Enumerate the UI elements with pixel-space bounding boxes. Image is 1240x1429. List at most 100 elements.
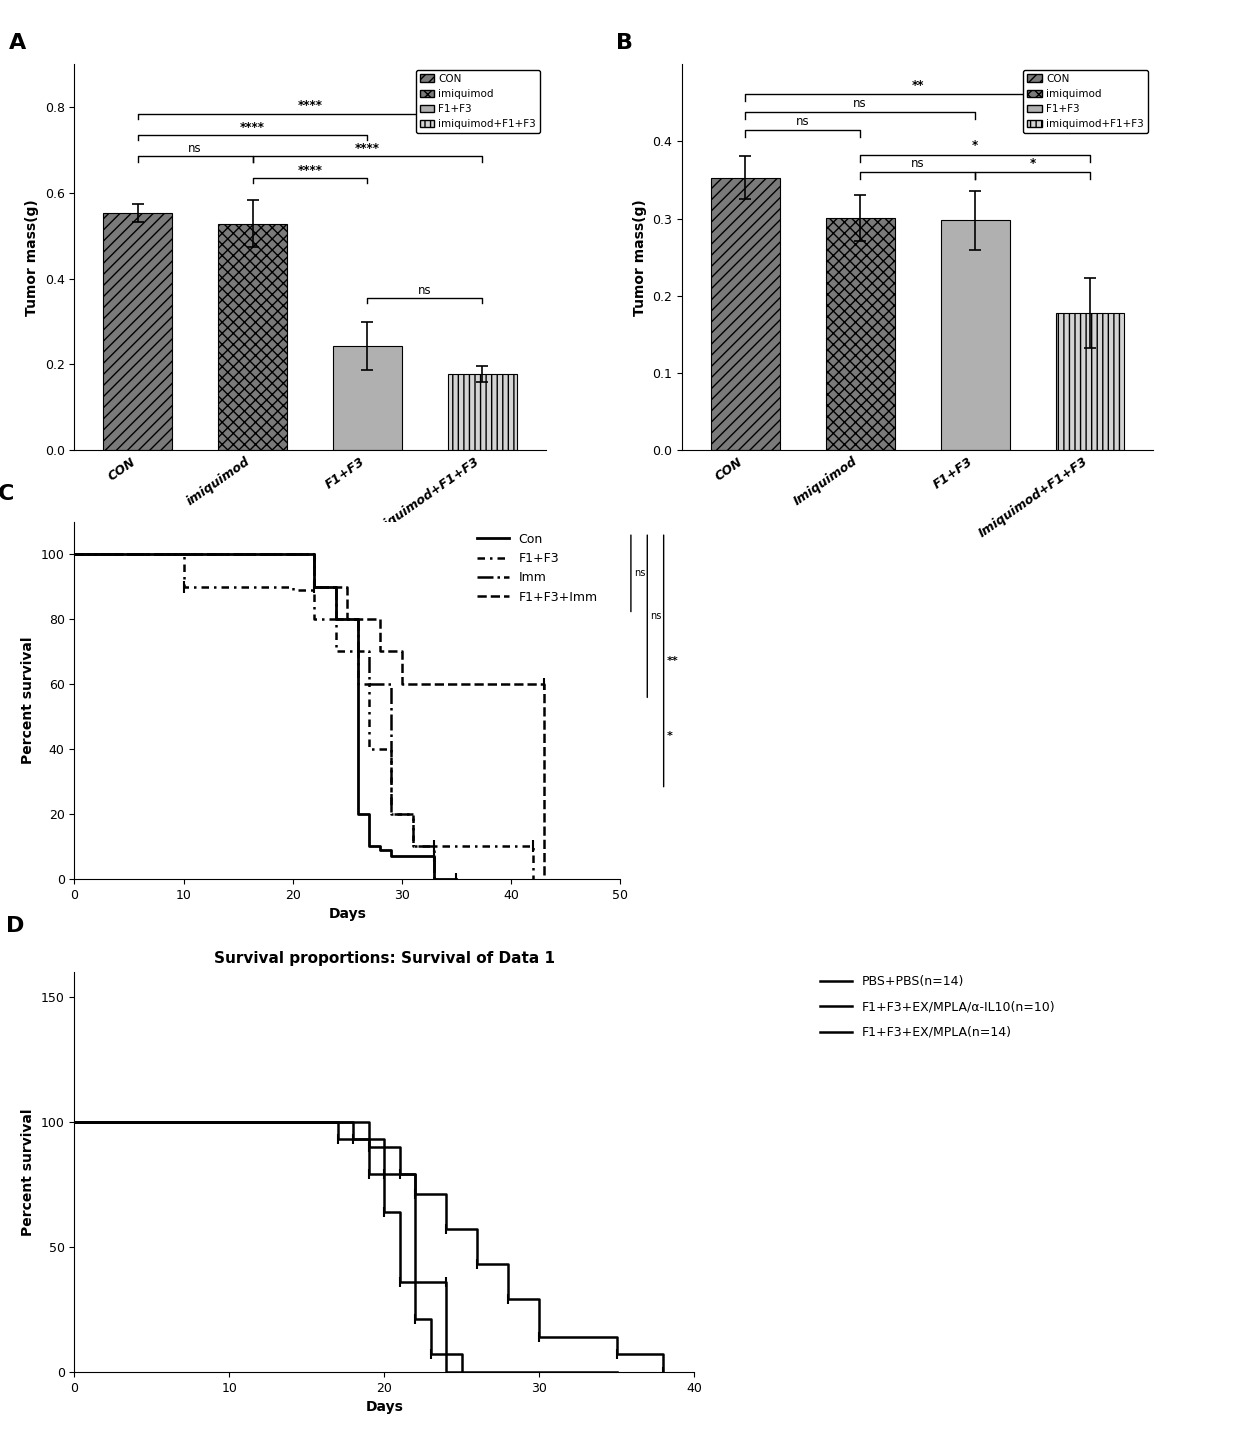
F1+F3 [308, 610, 322, 627]
F1+F3 [67, 546, 82, 563]
F1+F3 [383, 806, 398, 823]
F1+F3+EX/MPLA(n=14) [610, 1329, 625, 1346]
F1+F3+Imm [67, 546, 82, 563]
F1+F3+EX/MPLA/α-IL10(n=10) [392, 1166, 407, 1183]
F1+F3 [362, 676, 377, 693]
F1+F3+EX/MPLA(n=14) [501, 1256, 516, 1273]
Imm [383, 676, 398, 693]
Imm [308, 546, 322, 563]
Text: D: D [6, 916, 25, 936]
Text: A: A [9, 33, 26, 53]
Text: ****: **** [241, 121, 265, 134]
Con [362, 806, 377, 823]
F1+F3+EX/MPLA(n=14) [408, 1186, 423, 1203]
F1+F3+EX/MPLA(n=14) [610, 1346, 625, 1363]
Bar [1055, 313, 1125, 450]
F1+F3+EX/MPLA(n=14) [470, 1256, 485, 1273]
Con [308, 546, 322, 563]
Text: B: B [616, 33, 634, 53]
Imm [405, 837, 420, 855]
Imm [383, 806, 398, 823]
Bar [334, 346, 402, 450]
Imm [67, 546, 82, 563]
PBS+PBS(n=14) [377, 1203, 392, 1220]
PBS+PBS(n=14) [330, 1113, 345, 1130]
F1+F3 [526, 870, 541, 887]
Text: ns: ns [853, 97, 867, 110]
Imm [405, 806, 420, 823]
F1+F3+Imm [340, 610, 355, 627]
F1+F3+Imm [308, 577, 322, 594]
Text: ns: ns [188, 143, 202, 156]
Con [372, 842, 387, 859]
F1+F3+EX/MPLA/α-IL10(n=10) [439, 1363, 454, 1380]
Y-axis label: Tumor mass(g): Tumor mass(g) [25, 199, 40, 316]
Bar [448, 374, 517, 450]
Text: ns: ns [911, 157, 924, 170]
Con [67, 546, 82, 563]
Text: ****: **** [355, 143, 379, 156]
Imm [427, 870, 441, 887]
Bar [103, 213, 172, 450]
F1+F3+Imm [308, 546, 322, 563]
Con [383, 842, 398, 859]
F1+F3 [285, 582, 300, 599]
F1+F3+EX/MPLA/α-IL10(n=10) [408, 1166, 423, 1183]
Con [362, 837, 377, 855]
F1+F3+EX/MPLA(n=14) [377, 1166, 392, 1183]
Y-axis label: Percent survival: Percent survival [21, 1107, 35, 1236]
Line: F1+F3+EX/MPLA/α-IL10(n=10): F1+F3+EX/MPLA/α-IL10(n=10) [74, 1122, 618, 1372]
Con [329, 577, 343, 594]
Text: *: * [972, 139, 978, 153]
Con [427, 870, 441, 887]
Imm [427, 837, 441, 855]
Con [329, 610, 343, 627]
F1+F3+EX/MPLA(n=14) [470, 1220, 485, 1238]
Con [308, 577, 322, 594]
Imm [362, 643, 377, 660]
F1+F3+EX/MPLA/α-IL10(n=10) [408, 1273, 423, 1290]
PBS+PBS(n=14) [392, 1203, 407, 1220]
Bar [826, 217, 894, 450]
Con [351, 806, 366, 823]
Text: *: * [666, 732, 672, 740]
Text: *: * [1029, 157, 1035, 170]
F1+F3+EX/MPLA(n=14) [346, 1130, 361, 1147]
F1+F3+Imm [340, 577, 355, 594]
PBS+PBS(n=14) [330, 1130, 345, 1147]
Y-axis label: Tumor mass(g): Tumor mass(g) [632, 199, 647, 316]
Line: F1+F3+Imm: F1+F3+Imm [74, 554, 543, 879]
F1+F3+EX/MPLA/α-IL10(n=10) [610, 1363, 625, 1380]
PBS+PBS(n=14) [377, 1166, 392, 1183]
F1+F3 [526, 837, 541, 855]
Text: C: C [0, 484, 15, 504]
Con [372, 837, 387, 855]
F1+F3 [329, 610, 343, 627]
F1+F3 [285, 577, 300, 594]
F1+F3 [308, 582, 322, 599]
Text: ****: **** [298, 164, 322, 177]
F1+F3+Imm [536, 870, 551, 887]
Text: **: ** [911, 79, 924, 91]
F1+F3 [176, 577, 191, 594]
Y-axis label: Percent survival: Percent survival [21, 636, 35, 765]
F1+F3+EX/MPLA/α-IL10(n=10) [362, 1113, 377, 1130]
Title: Survival proportions: Survival of Data 1: Survival proportions: Survival of Data 1 [215, 952, 556, 966]
Imm [308, 577, 322, 594]
F1+F3+EX/MPLA(n=14) [67, 1113, 82, 1130]
Line: F1+F3: F1+F3 [74, 554, 533, 879]
PBS+PBS(n=14) [408, 1273, 423, 1290]
Line: Imm: Imm [74, 554, 434, 879]
F1+F3+EX/MPLA(n=14) [439, 1186, 454, 1203]
Imm [329, 610, 343, 627]
Con [449, 870, 464, 887]
Imm [362, 676, 377, 693]
F1+F3+Imm [394, 676, 409, 693]
X-axis label: Days: Days [366, 1400, 403, 1415]
Line: PBS+PBS(n=14): PBS+PBS(n=14) [74, 1122, 463, 1372]
PBS+PBS(n=14) [392, 1273, 407, 1290]
PBS+PBS(n=14) [424, 1310, 439, 1328]
Imm [351, 643, 366, 660]
F1+F3+EX/MPLA/α-IL10(n=10) [362, 1137, 377, 1155]
Imm [351, 610, 366, 627]
